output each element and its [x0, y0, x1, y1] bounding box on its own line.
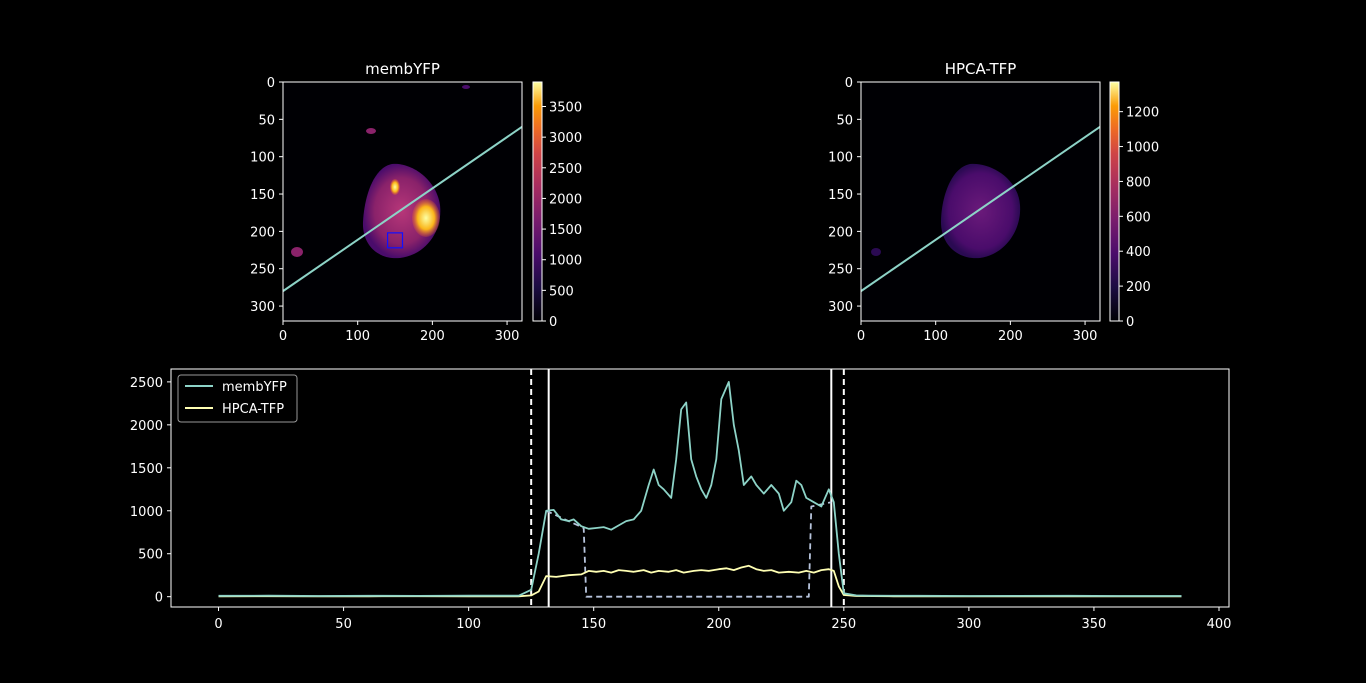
y-ticks: 0 50 100 150 200 250 300	[250, 76, 283, 315]
y-tick-label: 200	[250, 225, 275, 240]
colorbar-tick-label: 1000	[549, 254, 582, 269]
profile-plot: 0 50 100 150 200 250 300 350 400 0 500 1000 1500 200…	[130, 368, 1231, 632]
y-tick-label: 300	[828, 300, 853, 315]
colorbar-tick-label: 0	[549, 315, 557, 330]
y-tick-label: 1000	[130, 505, 163, 520]
y-tick-label: 0	[845, 76, 853, 91]
x-tick-label: 300	[956, 617, 981, 632]
x-tick-label: 0	[279, 329, 287, 344]
colorbar-ticks: 0 200 400 600 800 1000 1200	[1119, 106, 1159, 330]
y-tick-label: 50	[258, 113, 275, 128]
plot-x-ticks: 0 50 100 150 200 250 300 350 400	[214, 607, 1231, 632]
x-tick-label: 50	[335, 617, 352, 632]
x-tick-label: 300	[1073, 329, 1098, 344]
cell-image	[291, 85, 470, 259]
y-tick-label: 150	[250, 188, 275, 203]
colorbar-tick-label: 800	[1126, 175, 1151, 190]
x-tick-label: 400	[1207, 617, 1232, 632]
y-tick-label: 2000	[130, 419, 163, 434]
series-line-hpca-tfp	[218, 564, 1182, 598]
colorbar-tick-label: 200	[1126, 280, 1151, 295]
y-tick-label: 100	[250, 151, 275, 166]
roi-box	[386, 232, 404, 249]
plot-vlines	[530, 369, 845, 607]
y-tick-label: 1500	[130, 462, 163, 477]
y-tick-label: 0	[155, 591, 163, 606]
y-tick-label: 250	[250, 263, 275, 278]
image-panel-hpca-tfp: HPCA-TFP 0 100 200 300 0 50 100 150 200 250 300 0…	[828, 60, 1159, 344]
y-tick-label: 200	[828, 225, 853, 240]
image-frame	[282, 81, 523, 322]
colorbar-tick-label: 3500	[549, 101, 582, 116]
image-title: HPCA-TFP	[945, 60, 1017, 78]
x-tick-label: 0	[214, 617, 222, 632]
plot-series	[218, 381, 1182, 598]
x-tick-label: 150	[581, 617, 606, 632]
profile-line	[860, 125, 1101, 292]
y-ticks: 0 50 100 150 200 250 300	[828, 76, 861, 315]
legend-label: HPCA-TFP	[222, 402, 284, 417]
image-title: membYFP	[365, 60, 440, 78]
y-tick-label: 150	[828, 188, 853, 203]
x-tick-label: 200	[706, 617, 731, 632]
legend: membYFP HPCA-TFP	[177, 374, 298, 423]
colorbar-tick-label: 500	[549, 284, 574, 299]
colorbar	[532, 81, 543, 322]
legend-label: membYFP	[222, 380, 287, 395]
x-tick-label: 200	[998, 329, 1023, 344]
colorbar-tick-label: 2500	[549, 162, 582, 177]
series-line-membyfp	[218, 381, 1182, 597]
x-ticks: 0 100 200 300	[857, 321, 1098, 344]
y-tick-label: 2500	[130, 376, 163, 391]
y-tick-label: 0	[267, 76, 275, 91]
y-tick-label: 500	[138, 548, 163, 563]
cell-image	[871, 163, 1021, 259]
image-panel-membyfp: membYFP 0 100 200 300 0 50 100 150 200 250 300 0 5…	[250, 60, 582, 344]
x-tick-label: 350	[1082, 617, 1107, 632]
x-tick-label: 0	[857, 329, 865, 344]
x-tick-label: 300	[495, 329, 520, 344]
colorbar-tick-label: 3000	[549, 131, 582, 146]
profile-line	[282, 125, 523, 292]
x-tick-label: 200	[420, 329, 445, 344]
y-tick-label: 100	[828, 151, 853, 166]
colorbar-tick-label: 400	[1126, 245, 1151, 260]
colorbar-tick-label: 2000	[549, 192, 582, 207]
y-tick-label: 50	[836, 113, 853, 128]
x-tick-label: 100	[456, 617, 481, 632]
y-tick-label: 250	[828, 263, 853, 278]
x-tick-label: 100	[345, 329, 370, 344]
image-frame	[860, 81, 1101, 322]
x-ticks: 0 100 200 300	[279, 321, 520, 344]
colorbar-tick-label: 1000	[1126, 141, 1159, 156]
plot-y-ticks: 0 500 1000 1500 2000 2500	[130, 376, 171, 606]
mask-line	[545, 501, 832, 598]
colorbar-tick-label: 1500	[549, 223, 582, 238]
colorbar-tick-label: 1200	[1126, 106, 1159, 121]
colorbar	[1109, 81, 1120, 322]
y-tick-label: 300	[250, 300, 275, 315]
colorbar-ticks: 0 500 1000 1500 2000 2500 3000 3500	[542, 101, 582, 330]
colorbar-tick-label: 600	[1126, 210, 1151, 225]
x-tick-label: 100	[923, 329, 948, 344]
x-tick-label: 250	[831, 617, 856, 632]
colorbar-tick-label: 0	[1126, 315, 1134, 330]
